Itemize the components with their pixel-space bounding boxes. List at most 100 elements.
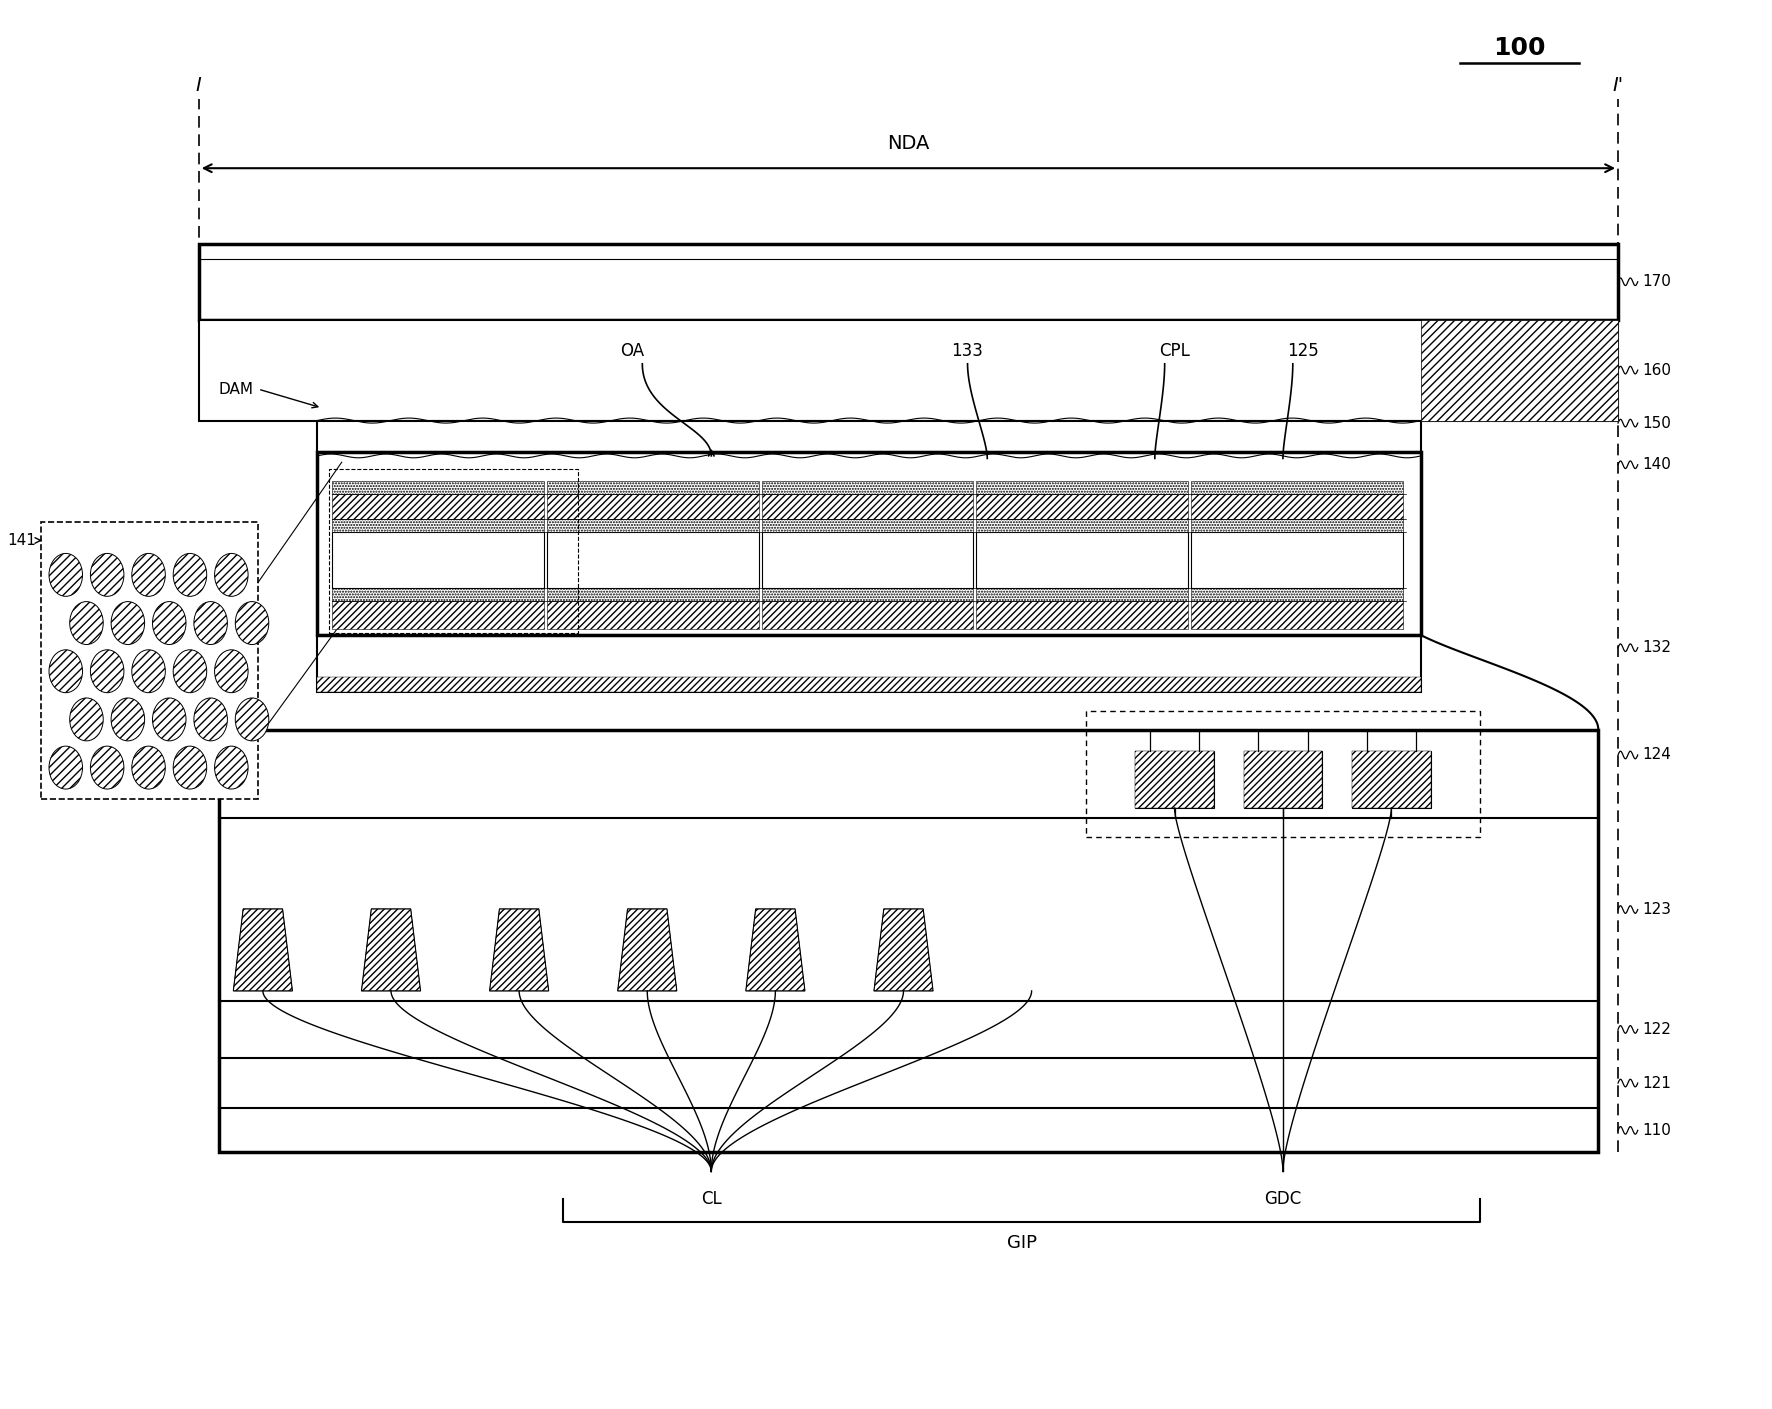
Circle shape [214, 650, 248, 693]
Polygon shape [489, 909, 549, 991]
Text: DAM: DAM [218, 382, 253, 396]
Circle shape [50, 650, 83, 693]
Bar [1191, 480, 1403, 493]
Bar [331, 519, 544, 531]
Bar [976, 493, 1189, 519]
Text: 133: 133 [952, 342, 983, 361]
Bar [317, 635, 1421, 692]
Bar [1352, 751, 1430, 807]
Circle shape [236, 602, 269, 644]
Circle shape [193, 697, 227, 741]
Bar [218, 730, 1598, 1153]
Circle shape [174, 554, 207, 596]
Text: I: I [197, 76, 202, 94]
Bar [317, 452, 1421, 635]
Polygon shape [618, 909, 677, 991]
Bar [331, 531, 544, 589]
Bar [1136, 751, 1214, 807]
Bar [1086, 710, 1480, 837]
Bar [331, 589, 544, 602]
Bar [317, 420, 1421, 452]
Text: 124: 124 [1643, 747, 1671, 762]
Bar [762, 602, 973, 628]
Bar [1191, 493, 1403, 519]
Circle shape [131, 650, 165, 693]
Bar [548, 589, 758, 602]
Polygon shape [361, 909, 420, 991]
Circle shape [50, 554, 83, 596]
Circle shape [152, 602, 186, 644]
Text: GIP: GIP [1006, 1234, 1037, 1253]
Text: 122: 122 [1643, 1022, 1671, 1037]
Text: 121: 121 [1643, 1075, 1671, 1091]
Text: 100: 100 [1494, 37, 1545, 61]
Text: 125: 125 [1286, 342, 1318, 361]
Text: 110: 110 [1643, 1123, 1671, 1138]
Bar [762, 589, 973, 602]
Bar [976, 589, 1189, 602]
Bar [548, 602, 758, 628]
Circle shape [112, 602, 145, 644]
Bar [1352, 751, 1430, 807]
Bar [331, 493, 544, 519]
Text: CPL: CPL [1159, 342, 1191, 361]
Text: I': I' [1613, 76, 1623, 94]
Bar [1191, 589, 1403, 602]
Circle shape [90, 554, 124, 596]
Circle shape [131, 554, 165, 596]
Circle shape [131, 747, 165, 789]
Bar [330, 469, 578, 633]
Bar [976, 531, 1189, 589]
Bar [331, 480, 544, 493]
Circle shape [69, 697, 103, 741]
Bar [548, 493, 758, 519]
Text: 170: 170 [1643, 275, 1671, 289]
Bar [331, 602, 544, 628]
Bar [976, 519, 1189, 531]
Circle shape [50, 747, 83, 789]
Circle shape [174, 650, 207, 693]
Circle shape [214, 554, 248, 596]
Bar [1191, 602, 1403, 628]
Bar [548, 519, 758, 531]
Circle shape [69, 602, 103, 644]
Circle shape [90, 650, 124, 693]
Text: NDA: NDA [888, 134, 930, 154]
Text: 150: 150 [1643, 416, 1671, 431]
Bar [41, 521, 259, 799]
Text: 140: 140 [1643, 458, 1671, 472]
Circle shape [214, 747, 248, 789]
Circle shape [112, 697, 145, 741]
Polygon shape [874, 909, 934, 991]
Bar [762, 519, 973, 531]
Bar [762, 493, 973, 519]
Bar [1244, 751, 1322, 807]
Text: 141: 141 [7, 533, 35, 548]
Circle shape [152, 697, 186, 741]
Text: OA: OA [620, 342, 645, 361]
Bar [762, 531, 973, 589]
Bar [976, 602, 1189, 628]
Text: 123: 123 [1643, 902, 1671, 917]
Text: GDC: GDC [1263, 1191, 1302, 1209]
Circle shape [193, 602, 227, 644]
Bar [1136, 751, 1214, 807]
Text: 132: 132 [1643, 640, 1671, 655]
Bar [1244, 751, 1322, 807]
Bar [548, 531, 758, 589]
Text: 160: 160 [1643, 362, 1671, 378]
Circle shape [174, 747, 207, 789]
Bar [1191, 519, 1403, 531]
Text: CL: CL [702, 1191, 721, 1209]
Polygon shape [746, 909, 804, 991]
Bar [1191, 531, 1403, 589]
Circle shape [236, 697, 269, 741]
Bar [1421, 320, 1618, 420]
Polygon shape [234, 909, 292, 991]
Bar [317, 676, 1421, 692]
Bar [198, 244, 1618, 320]
Bar [198, 320, 1618, 420]
Bar [548, 480, 758, 493]
Circle shape [90, 747, 124, 789]
Bar [976, 480, 1189, 493]
